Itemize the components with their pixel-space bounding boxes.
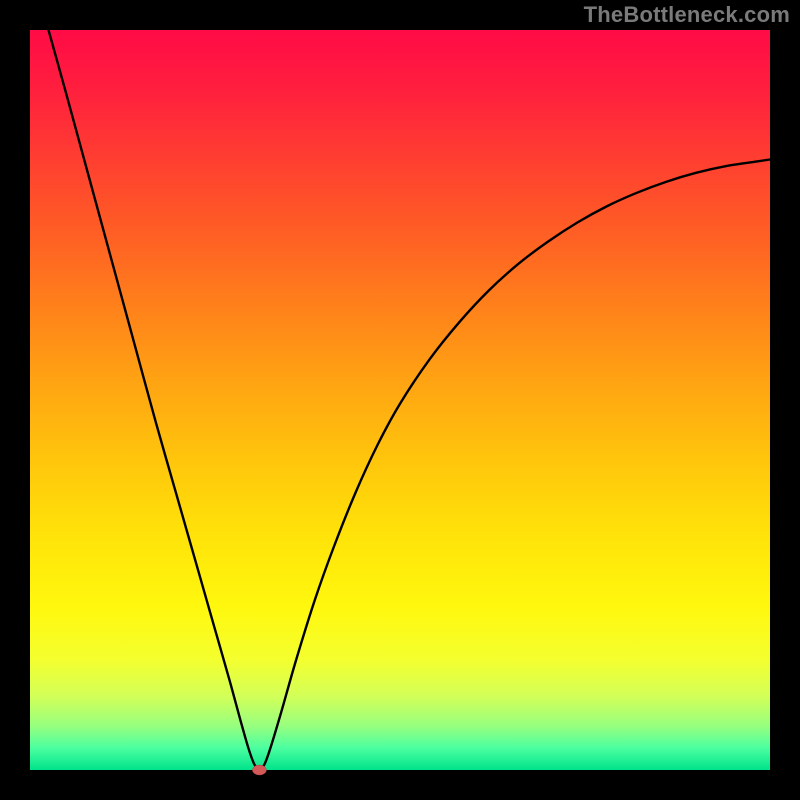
plot-background bbox=[30, 30, 770, 770]
optimal-point-marker bbox=[252, 765, 266, 775]
chart-container: TheBottleneck.com bbox=[0, 0, 800, 800]
bottleneck-chart bbox=[0, 0, 800, 800]
watermark-text: TheBottleneck.com bbox=[584, 2, 790, 28]
